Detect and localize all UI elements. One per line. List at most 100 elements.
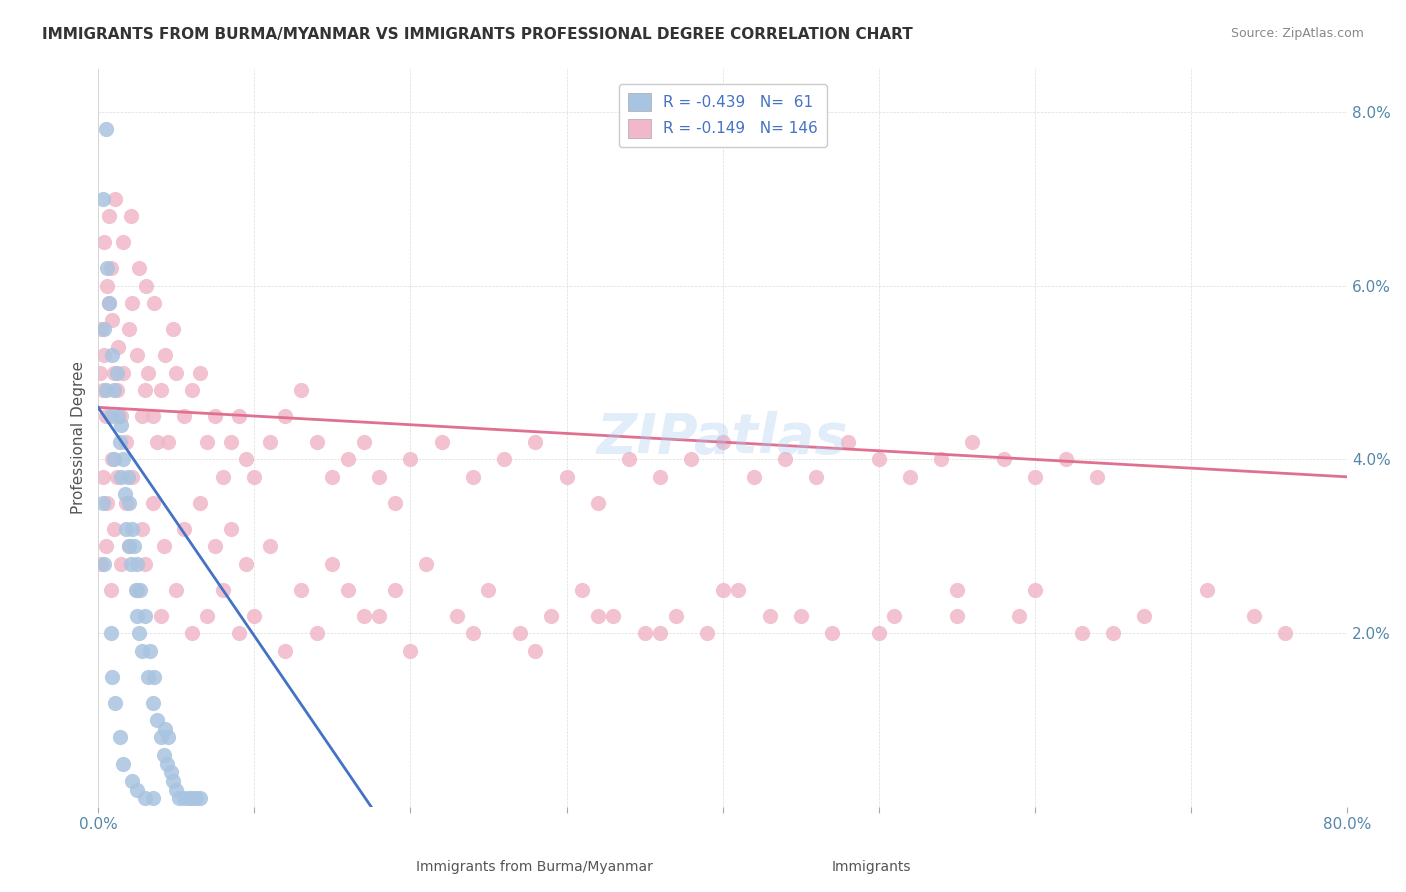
Point [837,435,859,450]
Text: ZIPatlas: ZIPatlas [598,410,848,465]
Point [868,626,890,640]
Point [143,296,166,310]
Point [321,470,343,484]
Point [143,670,166,684]
Point [104,696,127,710]
Point [96,496,118,510]
Point [129,582,152,597]
Point [384,496,406,510]
Point [91,383,114,397]
Point [228,626,250,640]
Point [586,496,609,510]
Point [100,626,122,640]
Point [112,366,135,380]
Point [165,782,187,797]
Point [1024,470,1046,484]
Point [131,643,153,657]
Point [368,470,391,484]
Point [157,731,180,745]
Point [243,470,266,484]
Point [120,209,142,223]
Point [617,452,640,467]
Y-axis label: Professional Degree: Professional Degree [72,361,86,515]
Point [131,522,153,536]
Point [228,409,250,423]
Point [399,452,422,467]
Point [112,235,135,250]
Point [103,522,125,536]
Point [152,747,174,762]
Point [290,383,312,397]
Point [353,435,375,450]
Point [165,366,187,380]
Point [157,435,180,450]
Point [125,582,148,597]
Point [681,452,703,467]
Point [96,261,118,276]
Point [115,522,138,536]
Point [1070,626,1092,640]
Point [898,470,921,484]
Point [962,435,984,450]
Point [492,452,515,467]
Point [136,366,159,380]
Point [368,608,391,623]
Point [173,409,195,423]
Point [1195,582,1218,597]
Point [790,608,813,623]
Text: Immigrants from Burma/Myanmar: Immigrants from Burma/Myanmar [416,860,652,874]
Point [650,626,672,640]
Point [125,557,148,571]
Point [124,582,146,597]
Point [173,522,195,536]
Point [868,452,890,467]
Point [96,278,118,293]
Point [112,756,135,771]
Point [101,670,124,684]
Point [336,452,359,467]
Point [711,582,734,597]
Point [212,470,235,484]
Point [93,348,115,362]
Point [114,487,136,501]
Point [110,409,132,423]
Point [136,670,159,684]
Point [336,582,359,597]
Point [160,765,183,780]
Point [219,435,242,450]
Point [134,557,156,571]
Point [1133,608,1156,623]
Point [321,557,343,571]
Point [711,435,734,450]
Text: Source: ZipAtlas.com: Source: ZipAtlas.com [1230,27,1364,40]
Point [90,557,112,571]
Point [993,452,1015,467]
Point [167,791,190,805]
Point [180,791,202,805]
Point [117,470,139,484]
Point [665,608,688,623]
Point [219,522,242,536]
Point [93,322,115,336]
Point [103,452,125,467]
Point [773,452,796,467]
Point [602,608,624,623]
Point [188,791,211,805]
Point [134,608,156,623]
Point [650,470,672,484]
Point [121,522,143,536]
Point [93,557,115,571]
Point [138,643,160,657]
Point [821,626,844,640]
Point [173,791,195,805]
Point [188,496,211,510]
Point [195,435,218,450]
Legend: R = -0.439   N=  61, R = -0.149   N= 146: R = -0.439 N= 61, R = -0.149 N= 146 [619,84,827,147]
Point [929,452,952,467]
Point [384,582,406,597]
Point [524,643,547,657]
Point [162,773,184,788]
Point [883,608,905,623]
Point [101,348,124,362]
Point [446,608,468,623]
